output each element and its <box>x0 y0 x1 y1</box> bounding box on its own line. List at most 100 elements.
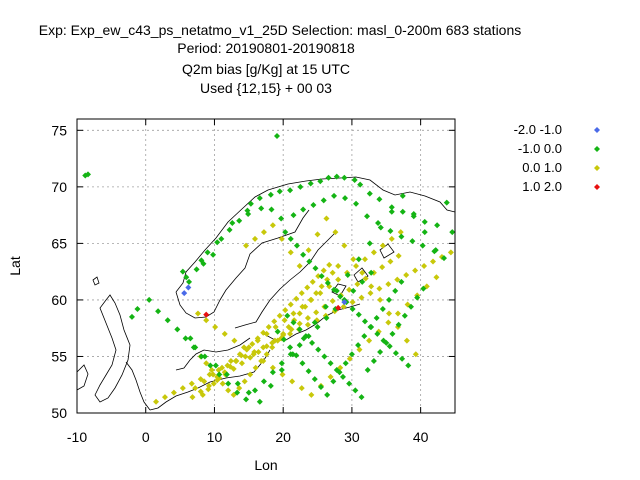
chart-title: Exp: Exp_ew_c43_ps_netatmo_v1_25D Select… <box>39 22 522 38</box>
data-point-series-2 <box>385 319 392 326</box>
data-point-series-2 <box>341 242 348 249</box>
data-point-series-2 <box>233 357 240 364</box>
data-point-series-3 <box>203 311 210 318</box>
data-point-series-1 <box>336 369 343 376</box>
x-tick-label: 0 <box>142 429 150 445</box>
data-point-series-2 <box>313 309 320 316</box>
y-tick-label: 70 <box>51 179 67 195</box>
y-tick-label: 75 <box>51 122 67 138</box>
data-point-series-2 <box>219 380 226 387</box>
data-point-series-2 <box>403 337 410 344</box>
data-point-series-1 <box>331 192 338 199</box>
data-point-series-2 <box>170 389 177 396</box>
data-point-series-2 <box>296 310 303 317</box>
data-point-series-1 <box>214 239 221 246</box>
data-point-series-1 <box>282 229 289 236</box>
data-point-series-2 <box>271 318 278 325</box>
legend: -2.0 -1.0 -1.0 0.0 0.0 1.0 1.0 2.0 <box>514 122 600 194</box>
data-point-series-2 <box>225 387 232 394</box>
data-point-series-2 <box>210 371 217 378</box>
data-point-series-2 <box>252 364 259 371</box>
data-point-series-1 <box>368 269 375 276</box>
data-point-series-1 <box>399 355 406 362</box>
data-point-series-2 <box>272 324 279 331</box>
data-point-series-0 <box>185 284 192 291</box>
data-point-series-1 <box>342 360 349 367</box>
data-point-series-2 <box>356 346 363 353</box>
data-point-series-2 <box>205 386 212 393</box>
data-point-series-1 <box>398 233 405 240</box>
data-point-series-2 <box>379 242 386 249</box>
data-point-series-2 <box>243 346 250 353</box>
data-point-series-1 <box>358 394 365 401</box>
data-point-series-2 <box>290 310 297 317</box>
data-point-series-2 <box>379 264 386 271</box>
data-point-series-2 <box>366 337 373 344</box>
data-point-series-2 <box>276 312 283 319</box>
x-tick-label: 10 <box>207 429 223 445</box>
data-point-series-1 <box>389 330 396 337</box>
data-point-series-2 <box>247 354 254 361</box>
data-point-series-2 <box>197 376 204 383</box>
data-point-series-1 <box>182 335 189 342</box>
data-point-series-1 <box>367 324 374 331</box>
data-point-series-1 <box>355 311 362 318</box>
data-point-series-1 <box>399 208 406 215</box>
data-point-series-1 <box>260 378 267 385</box>
data-point-series-1 <box>267 382 274 389</box>
grid-lines <box>77 119 455 413</box>
data-point-series-1 <box>311 376 318 383</box>
data-point-series-2 <box>278 235 285 242</box>
data-point-series-2 <box>370 249 377 256</box>
x-tick-label: 40 <box>413 429 429 445</box>
data-point-series-2 <box>208 367 215 374</box>
y-tick-label: 65 <box>51 235 67 251</box>
data-point-series-1 <box>243 396 250 403</box>
data-point-series-1 <box>273 132 280 139</box>
data-point-series-2 <box>447 249 454 256</box>
data-point-series-2 <box>309 278 316 285</box>
data-point-series-1 <box>293 242 300 249</box>
data-point-series-2 <box>320 267 327 274</box>
data-point-series-2 <box>430 258 437 265</box>
data-point-series-1 <box>300 251 307 258</box>
x-tick-label: 20 <box>275 429 291 445</box>
data-point-series-1 <box>218 235 225 242</box>
data-point-series-1 <box>324 391 331 398</box>
y-tick-label: 50 <box>51 405 67 421</box>
data-point-series-1 <box>245 389 252 396</box>
data-point-series-2 <box>255 348 262 355</box>
data-point-series-1 <box>234 389 241 396</box>
data-point-series-2 <box>367 290 374 297</box>
data-point-series-2 <box>285 324 292 331</box>
y-tick-label: 55 <box>51 348 67 364</box>
data-point-series-1 <box>315 346 322 353</box>
data-point-series-1 <box>377 348 384 355</box>
data-point-series-2 <box>368 283 375 290</box>
data-point-series-1 <box>274 328 281 335</box>
data-point-series-2 <box>269 339 276 346</box>
data-point-series-2 <box>260 229 267 236</box>
data-point-series-1 <box>349 305 356 312</box>
data-point-series-1 <box>276 188 283 195</box>
data-point-series-2 <box>329 269 336 276</box>
data-point-series-1 <box>373 315 380 322</box>
coastline-map <box>76 176 456 411</box>
data-point-series-2 <box>302 303 309 310</box>
data-point-series-1 <box>344 272 351 279</box>
chart-subtitle-period: Period: 20190801-20190818 <box>177 40 355 56</box>
data-point-series-1 <box>305 333 312 340</box>
data-point-series-0 <box>341 299 348 306</box>
data-point-series-1 <box>305 368 312 375</box>
data-point-series-1 <box>414 294 421 301</box>
data-point-series-1 <box>164 317 171 324</box>
data-point-series-1 <box>376 196 383 203</box>
data-point-series-1 <box>392 350 399 357</box>
data-point-series-2 <box>153 398 160 405</box>
data-point-series-1 <box>386 343 393 350</box>
data-point-series-1 <box>207 362 214 369</box>
legend-marker <box>594 165 600 171</box>
data-point-series-1 <box>223 371 230 378</box>
data-point-series-2 <box>388 235 395 242</box>
data-point-series-1 <box>256 195 263 202</box>
